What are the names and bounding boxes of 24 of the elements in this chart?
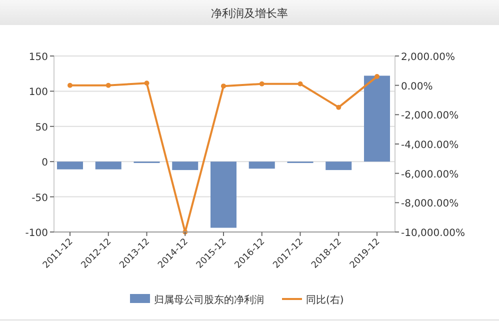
point: [221, 84, 226, 89]
y2-tick-label: 0.00%: [401, 81, 433, 92]
legend-label: 同比(右): [306, 294, 344, 306]
y2-tick-label: -10,000.00%: [401, 228, 466, 239]
chart-title: 净利润及增长率: [211, 7, 288, 20]
y2-tick-label: -6,000.00%: [401, 169, 459, 180]
point: [298, 81, 303, 86]
y2-tick-label: 2,000.00%: [401, 52, 456, 63]
y-tick-label: -50: [32, 192, 48, 204]
legend-label: 归属母公司股东的净利润: [154, 294, 264, 306]
y-tick-label: 150: [28, 52, 48, 63]
y-tick-label: 0: [42, 158, 48, 169]
y-tick-label: 100: [28, 87, 48, 98]
point: [68, 82, 72, 88]
y2-tick-label: -8,000.00%: [401, 198, 459, 210]
y-tick-label: -100: [25, 228, 48, 239]
point: [374, 74, 380, 80]
y-tick-label: 50: [35, 122, 48, 134]
point: [106, 82, 111, 88]
y2-tick-label: -4,000.00%: [401, 140, 459, 151]
point: [259, 81, 264, 86]
point: [144, 80, 150, 86]
y2-tick-label: -2,000.00%: [401, 110, 459, 122]
point: [336, 104, 342, 110]
